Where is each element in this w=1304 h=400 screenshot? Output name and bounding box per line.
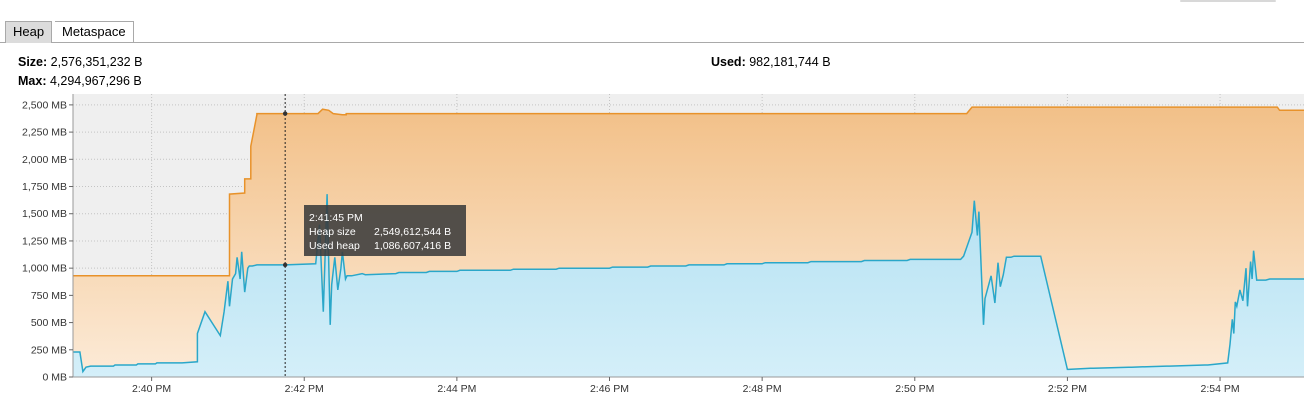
- tooltip-heap-size-value: 2,549,612,544 B: [374, 226, 451, 238]
- heap-size-line: [73, 106, 1304, 277]
- x-tick-label: 2:44 PM: [437, 383, 476, 395]
- y-tick-label: 250 MB: [31, 344, 67, 356]
- used-label: Used:: [711, 55, 746, 69]
- x-tick-label: 2:52 PM: [1048, 383, 1087, 395]
- tab-bar: Heap Metaspace: [0, 18, 1304, 43]
- y-tick-label: 1,500 MB: [22, 208, 67, 220]
- used-heap-area: [73, 194, 1304, 377]
- marker-used-point: [282, 262, 288, 268]
- used-value: 982,181,744 B: [749, 55, 831, 69]
- y-tick-label: 2,500 MB: [22, 99, 67, 111]
- x-axis: 2:40 PM 2:42 PM 2:44 PM 2:46 PM 2:48 PM 2:50 …: [132, 377, 1240, 395]
- y-tick-label: 2,000 MB: [22, 154, 67, 166]
- used-heap-line: [73, 194, 1304, 374]
- y-tick-label: 500 MB: [31, 317, 67, 329]
- tooltip: 2:41:45 PM Heap size 2,549,612,544 B Use…: [304, 205, 466, 256]
- x-tick-label: 2:54 PM: [1200, 383, 1239, 395]
- marker-heap-point: [282, 111, 288, 116]
- x-tick-label: 2:42 PM: [285, 383, 324, 395]
- y-tick-label: 1,250 MB: [22, 235, 67, 247]
- size-label: Size:: [18, 55, 48, 69]
- y-tick-label: 1,750 MB: [22, 181, 67, 193]
- y-tick-label: 2,250 MB: [22, 127, 67, 139]
- y-tick-label: 1,000 MB: [22, 263, 67, 275]
- x-tick-label: 2:50 PM: [895, 383, 934, 395]
- x-tick-label: 2:48 PM: [743, 383, 782, 395]
- tooltip-used-heap-label: Used heap: [309, 240, 360, 252]
- size-value: 2,576,351,232 B: [50, 55, 143, 69]
- y-tick-label: 0 MB: [42, 372, 67, 384]
- scroll-cap: [1180, 0, 1276, 2]
- heap-size-stat: Size: 2,576,351,232 B: [18, 55, 142, 70]
- tab-heap[interactable]: Heap: [5, 21, 53, 43]
- x-tick-label: 2:46 PM: [590, 383, 629, 395]
- tooltip-used-heap-value: 1,086,607,416 B: [374, 240, 451, 252]
- max-label: Max:: [18, 74, 47, 88]
- x-tick-label: 2:40 PM: [132, 383, 171, 395]
- tooltip-time: 2:41:45 PM: [309, 212, 363, 224]
- tooltip-box: [304, 205, 466, 256]
- heap-max-stat: Max: 4,294,967,296 B: [18, 74, 142, 89]
- top-strip: [0, 0, 1304, 18]
- max-value: 4,294,967,296 B: [49, 74, 142, 88]
- tab-metaspace[interactable]: Metaspace: [55, 21, 134, 42]
- y-axis: 0 MB 250 MB 500 MB 750 MB 1,000 MB 1,250 MB 1,…: [22, 99, 73, 384]
- heap-chart[interactable]: 0 MB 250 MB 500 MB 750 MB 1,000 MB 1,250 MB 1,…: [0, 90, 1304, 400]
- heap-used-stat: Used: 982,181,744 B: [711, 55, 831, 70]
- y-tick-label: 750 MB: [31, 290, 67, 302]
- tooltip-heap-size-label: Heap size: [309, 226, 356, 238]
